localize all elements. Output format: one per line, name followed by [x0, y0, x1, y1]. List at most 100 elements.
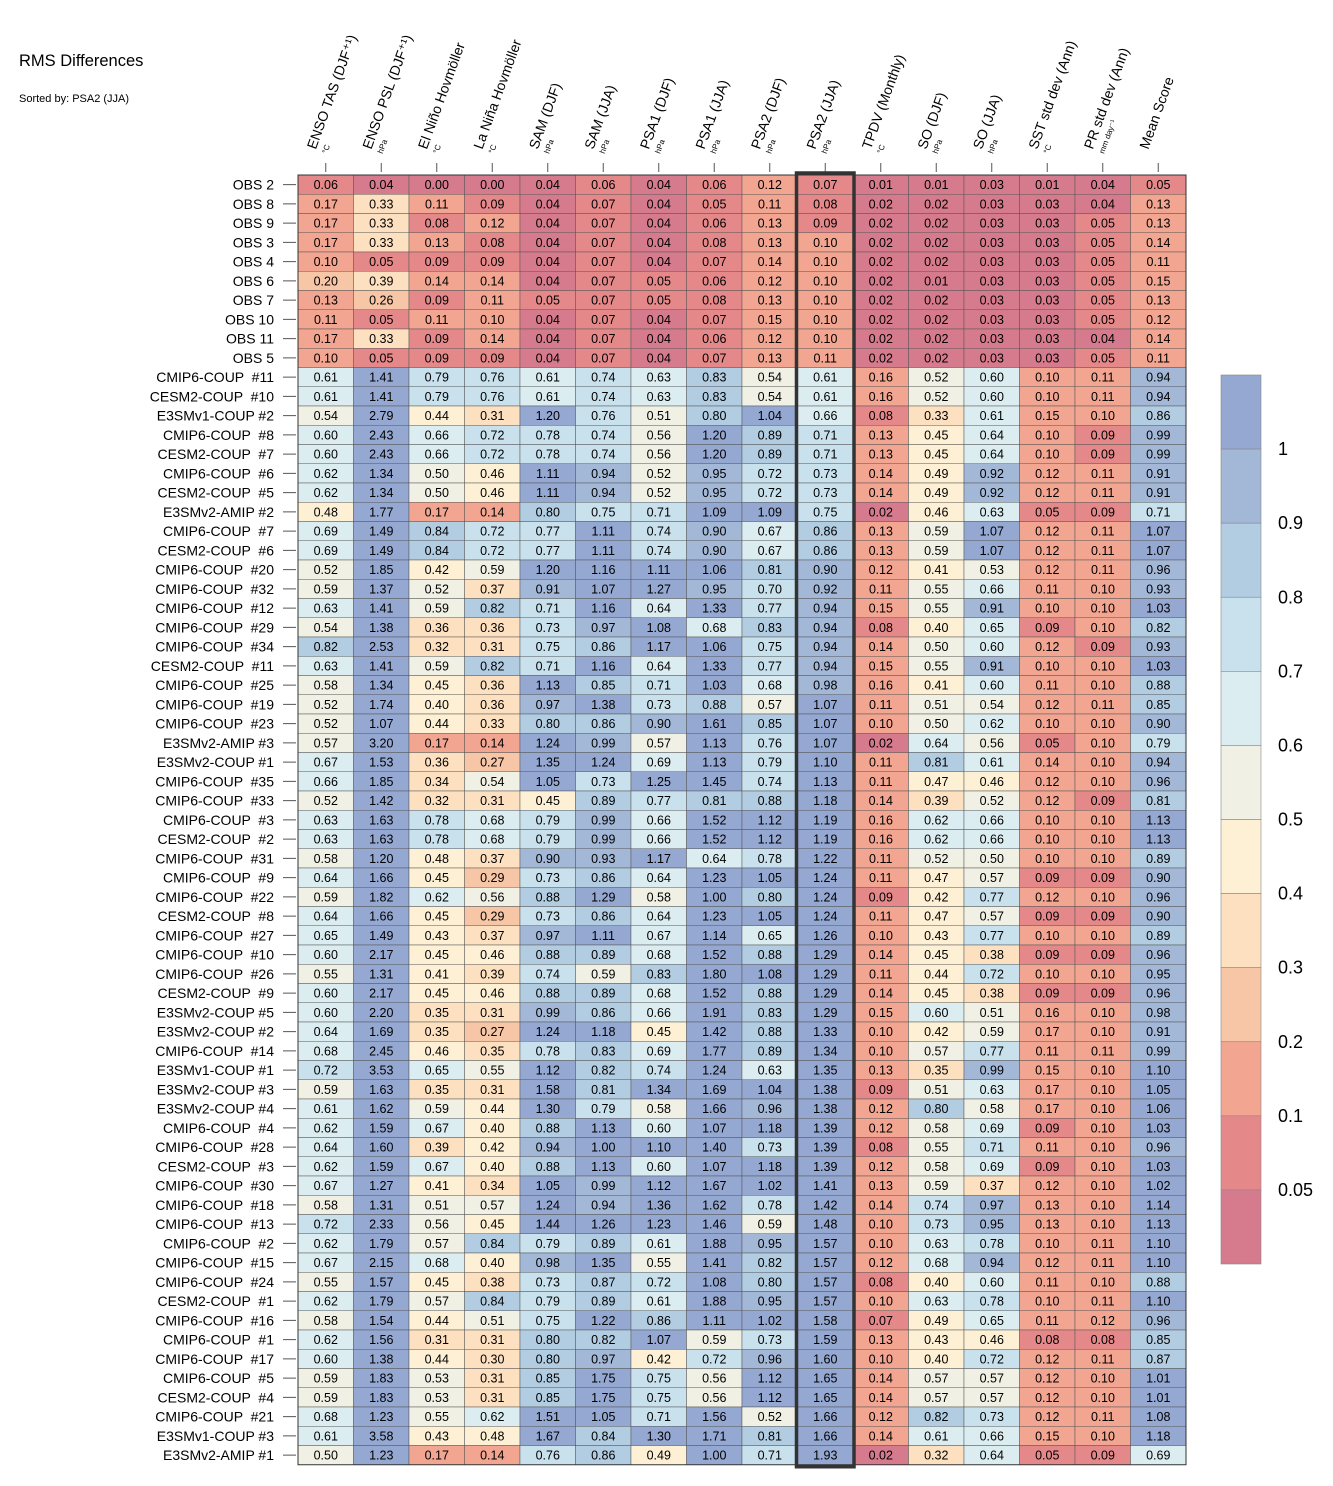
cell-value: 1.66 [813, 1429, 837, 1443]
cell-value: 0.33 [369, 217, 393, 231]
cell-value: 0.91 [980, 659, 1004, 673]
cell-value: 0.07 [591, 332, 615, 346]
cell-value: 0.08 [869, 1141, 893, 1155]
cell-value: 0.58 [924, 1160, 948, 1174]
cell-value: 0.58 [647, 890, 671, 904]
cell-value: 1.18 [591, 1025, 615, 1039]
cell-value: 1.29 [813, 1006, 837, 1020]
cell-value: 0.06 [702, 274, 726, 288]
cell-value: 0.71 [647, 1410, 671, 1424]
cell-value: 1.38 [369, 621, 393, 635]
cell-value: 0.90 [647, 717, 671, 731]
cell-value: 1.52 [702, 948, 726, 962]
colorbar-segment [1220, 374, 1262, 450]
cell-value: 0.73 [813, 467, 837, 481]
cell-value: 0.05 [647, 294, 671, 308]
cell-value: 0.10 [869, 717, 893, 731]
cell-value: 0.12 [1035, 525, 1059, 539]
cell-value: 0.16 [869, 390, 893, 404]
colorbar-segment [1220, 893, 1262, 968]
cell-value: 0.42 [425, 563, 449, 577]
cell-value: 1.88 [702, 1237, 726, 1251]
cell-value: 1.03 [1146, 659, 1170, 673]
cell-value: 0.12 [1091, 1314, 1115, 1328]
cell-value: 1.57 [813, 1237, 837, 1251]
cell-value: 0.50 [425, 467, 449, 481]
cell-value: 0.02 [869, 236, 893, 250]
cell-value: 0.77 [647, 794, 671, 808]
cell-value: 0.39 [924, 794, 948, 808]
cell-value: 0.60 [314, 948, 338, 962]
cell-value: 0.11 [869, 871, 892, 885]
cell-value: 0.29 [480, 871, 504, 885]
cell-value: 0.10 [1035, 602, 1059, 616]
row-label: CMIP6-COUP #5 [163, 1370, 274, 1386]
cell-value: 0.07 [591, 313, 615, 327]
cell-value: 0.14 [869, 1391, 893, 1405]
cell-value: 0.02 [869, 255, 893, 269]
cell-value: 0.58 [924, 1121, 948, 1135]
cell-value: 1.66 [369, 871, 393, 885]
column-unit: hPa [986, 138, 1000, 155]
column-header: El Niño Hovmöller°C [415, 40, 468, 155]
cell-value: 0.12 [869, 1121, 893, 1135]
cell-value: 1.07 [591, 582, 615, 596]
cell-value: 0.07 [591, 255, 615, 269]
cell-value: 0.35 [425, 1006, 449, 1020]
cell-value: 1.42 [702, 1025, 726, 1039]
row-label: CMIP6-COUP #32 [155, 581, 274, 597]
cell-value: 0.54 [480, 775, 504, 789]
cell-value: 1.29 [591, 890, 615, 904]
cell-value: 0.02 [869, 505, 893, 519]
cell-value: 0.74 [536, 967, 560, 981]
cell-value: 0.12 [1146, 313, 1170, 327]
cell-value: 0.09 [869, 890, 893, 904]
column-header: PSA2 (JJA)hPa [803, 78, 843, 155]
cell-value: 1.79 [369, 1237, 393, 1251]
cell-value: 0.33 [480, 717, 504, 731]
column-label: SST std dev (Ann) [1025, 38, 1079, 151]
cell-value: 0.76 [758, 736, 782, 750]
cell-value: 0.03 [1035, 332, 1059, 346]
cell-value: 0.97 [536, 698, 560, 712]
cell-value: 0.62 [314, 486, 338, 500]
cell-value: 0.80 [536, 717, 560, 731]
column-labels: ENSO TAS (DJF⁺¹)°C ENSO PSL (DJF⁺¹)hPa El … [304, 32, 1177, 172]
cell-value: 1.35 [813, 1064, 837, 1078]
cell-value: 0.96 [1146, 890, 1170, 904]
row-label: E3SMv2-COUP #1 [157, 754, 274, 770]
cell-value: 0.08 [425, 217, 449, 231]
cell-value: 0.54 [758, 371, 782, 385]
cell-value: 0.12 [1035, 486, 1059, 500]
cell-value: 0.09 [425, 351, 449, 365]
cell-value: 1.34 [369, 679, 393, 693]
cell-value: 0.73 [758, 1141, 782, 1155]
cell-value: 0.88 [536, 890, 560, 904]
cell-value: 0.10 [1091, 756, 1115, 770]
cell-value: 1.12 [647, 1179, 671, 1193]
cell-value: 0.96 [758, 1352, 782, 1366]
cell-value: 0.57 [924, 1391, 948, 1405]
cell-value: 0.10 [1091, 929, 1115, 943]
cell-value: 0.15 [1035, 1429, 1059, 1443]
cell-value: 0.11 [1036, 1044, 1059, 1058]
row-label: CMIP6-COUP #30 [155, 1178, 274, 1194]
cell-value: 0.04 [647, 197, 671, 211]
cell-value: 0.10 [1091, 813, 1115, 827]
cell-value: 0.73 [758, 1333, 782, 1347]
cell-value: 0.90 [702, 544, 726, 558]
cell-value: 0.12 [1035, 640, 1059, 654]
cell-value: 0.64 [647, 602, 671, 616]
cell-value: 0.64 [647, 871, 671, 885]
cell-value: 1.16 [591, 602, 615, 616]
cell-value: 1.01 [1146, 1372, 1170, 1386]
cell-value: 1.38 [813, 1083, 837, 1097]
cell-value: 0.91 [1146, 1025, 1170, 1039]
cell-value: 2.45 [369, 1044, 393, 1058]
cell-value: 0.59 [480, 563, 504, 577]
cell-value: 0.61 [647, 1237, 671, 1251]
row-label: CMIP6-COUP #19 [155, 696, 274, 712]
cell-value: 0.73 [924, 1218, 948, 1232]
cell-value: 1.11 [536, 486, 559, 500]
